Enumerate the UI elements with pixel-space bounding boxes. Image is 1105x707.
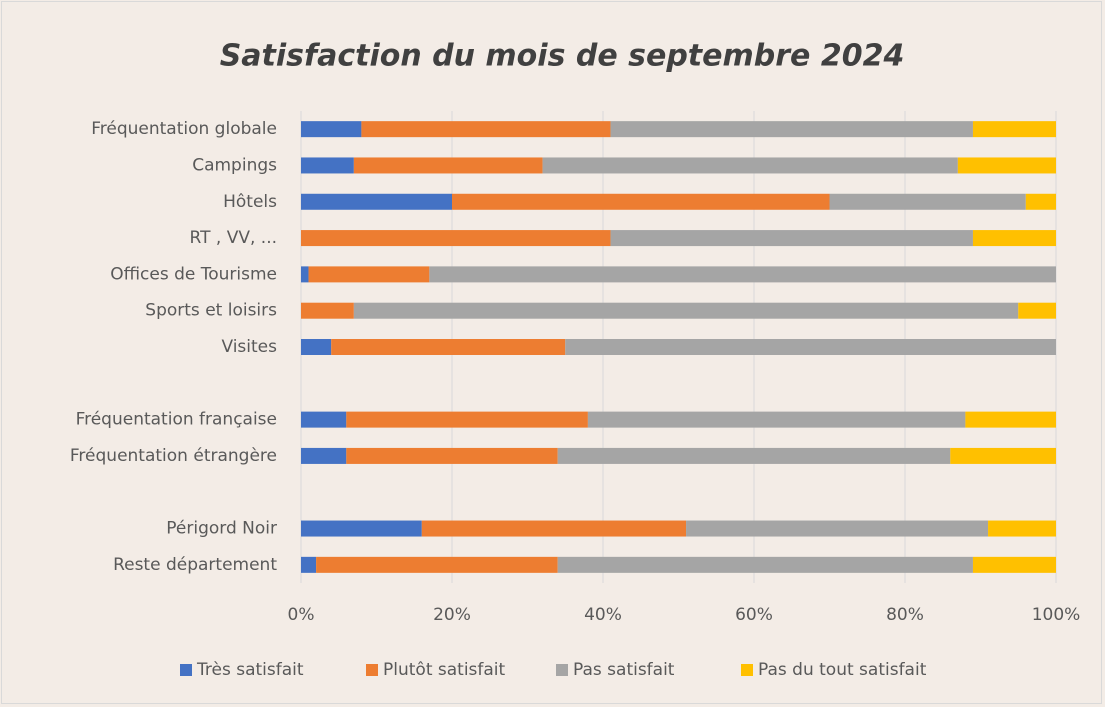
x-tick-label: 80% [886, 605, 924, 625]
y-tick-label: Visites [221, 337, 277, 357]
legend-label: Pas satisfait [573, 660, 675, 680]
bar-segment [361, 121, 611, 138]
bar-segment [429, 266, 1057, 283]
y-tick-label: Offices de Tourisme [110, 264, 277, 284]
bar-segment [1018, 302, 1056, 319]
bar-segment [308, 266, 430, 283]
x-tick-label: 20% [433, 605, 471, 625]
y-tick-label: Fréquentation française [76, 410, 277, 430]
y-tick-label: Campings [192, 155, 277, 175]
legend-label: Très satisfait [196, 660, 304, 680]
bar-segment [346, 447, 558, 464]
bar-segment [972, 230, 1056, 247]
y-tick-label: Fréquentation globale [91, 119, 277, 139]
y-tick-label: Sports et loisirs [145, 301, 277, 321]
bar-segment [346, 411, 588, 428]
bar-segment [301, 230, 611, 247]
bar-segment [972, 556, 1056, 573]
x-tick-label: 0% [288, 605, 315, 625]
bar-segment [565, 339, 1056, 355]
bar-segment [301, 339, 332, 355]
bar-segment [965, 411, 1056, 428]
bar-segment [587, 411, 966, 428]
bar-segment [557, 447, 951, 464]
bar-segment [686, 520, 989, 537]
bar-segment [610, 230, 973, 247]
bar-segment [301, 266, 309, 283]
chart-title: Satisfaction du mois de septembre 2024 [220, 39, 905, 74]
legend-swatch [741, 664, 753, 676]
bar-segment [972, 121, 1056, 138]
bar-segment [610, 121, 973, 138]
legend-swatch [180, 664, 192, 676]
bar-segment [301, 121, 362, 138]
bar-segment [829, 193, 1026, 210]
bar-segment [301, 302, 354, 319]
bar-segment [301, 556, 317, 573]
bar-segment [557, 556, 973, 573]
y-tick-label: Reste département [113, 555, 277, 575]
bar-segment [331, 339, 566, 355]
bar-segment [988, 520, 1056, 537]
y-tick-label: Périgord Noir [166, 519, 277, 539]
bar-segment [316, 556, 558, 573]
x-tick-label: 40% [584, 605, 622, 625]
bar-segment [421, 520, 687, 537]
bar-segment [301, 157, 354, 174]
bar-segment [542, 157, 958, 174]
y-tick-label: Fréquentation étrangère [70, 446, 277, 466]
y-tick-label: RT , VV, ... [190, 228, 277, 248]
legend-swatch [366, 664, 378, 676]
legend-swatch [556, 664, 568, 676]
bar-segment [301, 411, 347, 428]
bar-segment [301, 520, 422, 537]
x-tick-label: 100% [1032, 605, 1081, 625]
bar-segment [1025, 193, 1056, 210]
x-tick-label: 60% [735, 605, 773, 625]
legend-label: Plutôt satisfait [383, 660, 506, 680]
bar-segment [301, 447, 347, 464]
legend-label: Pas du tout satisfait [758, 660, 927, 680]
bar-segment [957, 157, 1056, 174]
y-tick-label: Hôtels [223, 192, 277, 212]
bar-segment [950, 447, 1056, 464]
bar-segment [452, 193, 830, 210]
bar-segment [353, 157, 543, 174]
bar-segment [301, 193, 452, 210]
bar-segment [353, 302, 1019, 319]
